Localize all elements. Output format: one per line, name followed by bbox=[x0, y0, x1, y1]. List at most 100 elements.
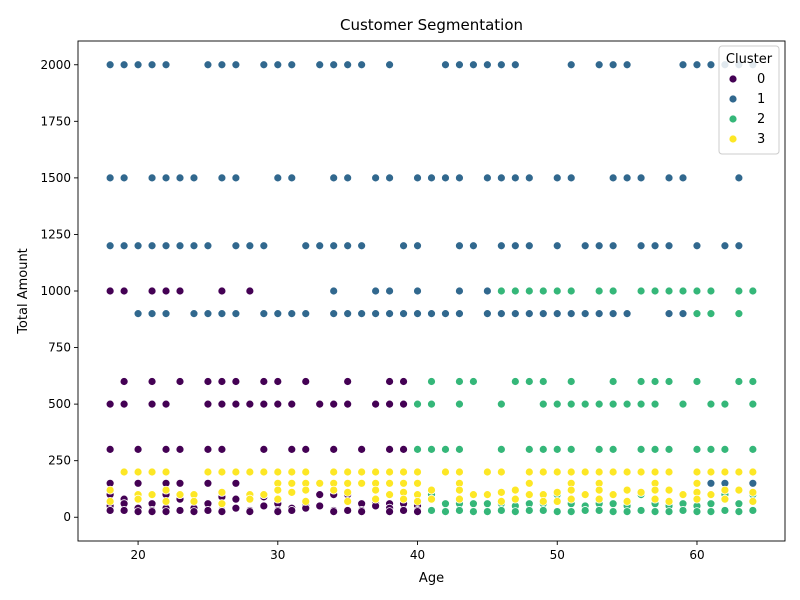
point-cluster-2 bbox=[692, 507, 702, 516]
point-cluster-0 bbox=[245, 286, 255, 296]
point-cluster-0 bbox=[175, 444, 185, 454]
point-cluster-2 bbox=[441, 507, 450, 516]
point-cluster-0 bbox=[175, 286, 185, 296]
point-cluster-1 bbox=[357, 241, 367, 251]
point-cluster-2 bbox=[692, 286, 702, 296]
point-cluster-1 bbox=[175, 173, 185, 183]
point-cluster-1 bbox=[203, 309, 213, 319]
point-cluster-2 bbox=[678, 399, 688, 409]
point-cluster-1 bbox=[566, 60, 576, 70]
point-cluster-1 bbox=[287, 309, 297, 319]
point-cluster-2 bbox=[538, 506, 548, 515]
point-cluster-3 bbox=[538, 497, 548, 506]
x-tick-label: 20 bbox=[130, 548, 145, 562]
point-cluster-3 bbox=[650, 494, 660, 504]
point-cluster-1 bbox=[441, 173, 450, 183]
point-cluster-3 bbox=[748, 467, 758, 477]
point-cluster-3 bbox=[343, 478, 353, 488]
point-cluster-2 bbox=[692, 444, 702, 454]
point-cluster-1 bbox=[524, 241, 534, 251]
point-cluster-1 bbox=[315, 241, 325, 251]
point-cluster-1 bbox=[231, 309, 241, 319]
point-cluster-0 bbox=[231, 377, 241, 386]
point-cluster-1 bbox=[217, 60, 227, 70]
point-cluster-3 bbox=[413, 497, 422, 506]
point-cluster-2 bbox=[413, 444, 422, 454]
point-cluster-2 bbox=[748, 506, 758, 515]
point-cluster-3 bbox=[259, 490, 269, 500]
point-cluster-3 bbox=[566, 485, 576, 495]
point-cluster-3 bbox=[217, 499, 227, 509]
point-cluster-0 bbox=[329, 444, 339, 454]
point-cluster-1 bbox=[455, 60, 464, 70]
point-cluster-2 bbox=[678, 286, 688, 296]
point-cluster-0 bbox=[105, 399, 115, 409]
point-cluster-1 bbox=[119, 173, 129, 183]
point-cluster-0 bbox=[259, 399, 269, 409]
point-cluster-3 bbox=[734, 485, 744, 495]
point-cluster-2 bbox=[510, 507, 520, 516]
point-cluster-1 bbox=[399, 241, 408, 251]
point-cluster-2 bbox=[524, 444, 534, 454]
point-cluster-1 bbox=[552, 173, 562, 183]
point-cluster-3 bbox=[119, 467, 129, 477]
point-cluster-3 bbox=[343, 467, 353, 477]
legend-label-1: 1 bbox=[757, 92, 765, 107]
point-cluster-0 bbox=[259, 444, 269, 454]
point-cluster-3 bbox=[636, 467, 646, 477]
point-cluster-1 bbox=[524, 173, 534, 183]
point-cluster-3 bbox=[650, 485, 660, 495]
point-cluster-2 bbox=[706, 399, 716, 409]
x-tick-label: 40 bbox=[410, 548, 425, 562]
point-cluster-3 bbox=[538, 467, 548, 477]
point-cluster-0 bbox=[147, 286, 157, 296]
y-tick-label: 750 bbox=[48, 341, 71, 355]
point-cluster-3 bbox=[427, 494, 436, 504]
point-cluster-1 bbox=[385, 60, 394, 70]
point-cluster-0 bbox=[385, 399, 394, 409]
point-cluster-1 bbox=[538, 309, 548, 319]
point-cluster-2 bbox=[594, 444, 604, 454]
point-cluster-0 bbox=[259, 501, 269, 511]
point-cluster-0 bbox=[315, 490, 325, 500]
point-cluster-3 bbox=[580, 490, 590, 500]
point-cluster-1 bbox=[259, 241, 269, 251]
point-cluster-0 bbox=[161, 507, 171, 516]
point-cluster-1 bbox=[482, 173, 492, 183]
point-cluster-3 bbox=[259, 467, 269, 477]
x-axis-label: Age bbox=[419, 571, 444, 586]
point-cluster-1 bbox=[622, 60, 632, 70]
point-cluster-1 bbox=[189, 241, 199, 251]
point-cluster-0 bbox=[385, 377, 394, 386]
legend: Cluster 0 1 2 3 bbox=[718, 45, 780, 155]
point-cluster-1 bbox=[301, 241, 311, 251]
point-cluster-1 bbox=[482, 286, 492, 296]
point-cluster-1 bbox=[161, 241, 171, 251]
point-cluster-1 bbox=[650, 241, 660, 251]
point-cluster-1 bbox=[259, 60, 269, 70]
point-cluster-1 bbox=[678, 309, 688, 319]
point-cluster-0 bbox=[217, 507, 227, 516]
point-cluster-3 bbox=[524, 478, 534, 488]
point-cluster-1 bbox=[664, 241, 674, 251]
point-cluster-0 bbox=[329, 507, 339, 516]
point-cluster-1 bbox=[133, 60, 143, 70]
point-cluster-2 bbox=[692, 377, 702, 386]
point-cluster-3 bbox=[720, 485, 730, 495]
point-cluster-1 bbox=[413, 286, 422, 296]
point-cluster-0 bbox=[161, 444, 171, 454]
point-cluster-1 bbox=[399, 309, 408, 319]
point-cluster-0 bbox=[371, 399, 381, 409]
point-cluster-3 bbox=[371, 467, 381, 477]
point-cluster-3 bbox=[482, 490, 492, 500]
point-cluster-3 bbox=[217, 487, 227, 497]
point-cluster-1 bbox=[580, 309, 590, 319]
point-cluster-1 bbox=[552, 309, 562, 319]
point-cluster-1 bbox=[343, 309, 353, 319]
point-cluster-1 bbox=[455, 286, 464, 296]
point-cluster-2 bbox=[608, 286, 618, 296]
point-cluster-0 bbox=[273, 377, 283, 386]
point-cluster-3 bbox=[580, 467, 590, 477]
point-cluster-3 bbox=[371, 494, 381, 504]
point-cluster-3 bbox=[399, 467, 408, 477]
